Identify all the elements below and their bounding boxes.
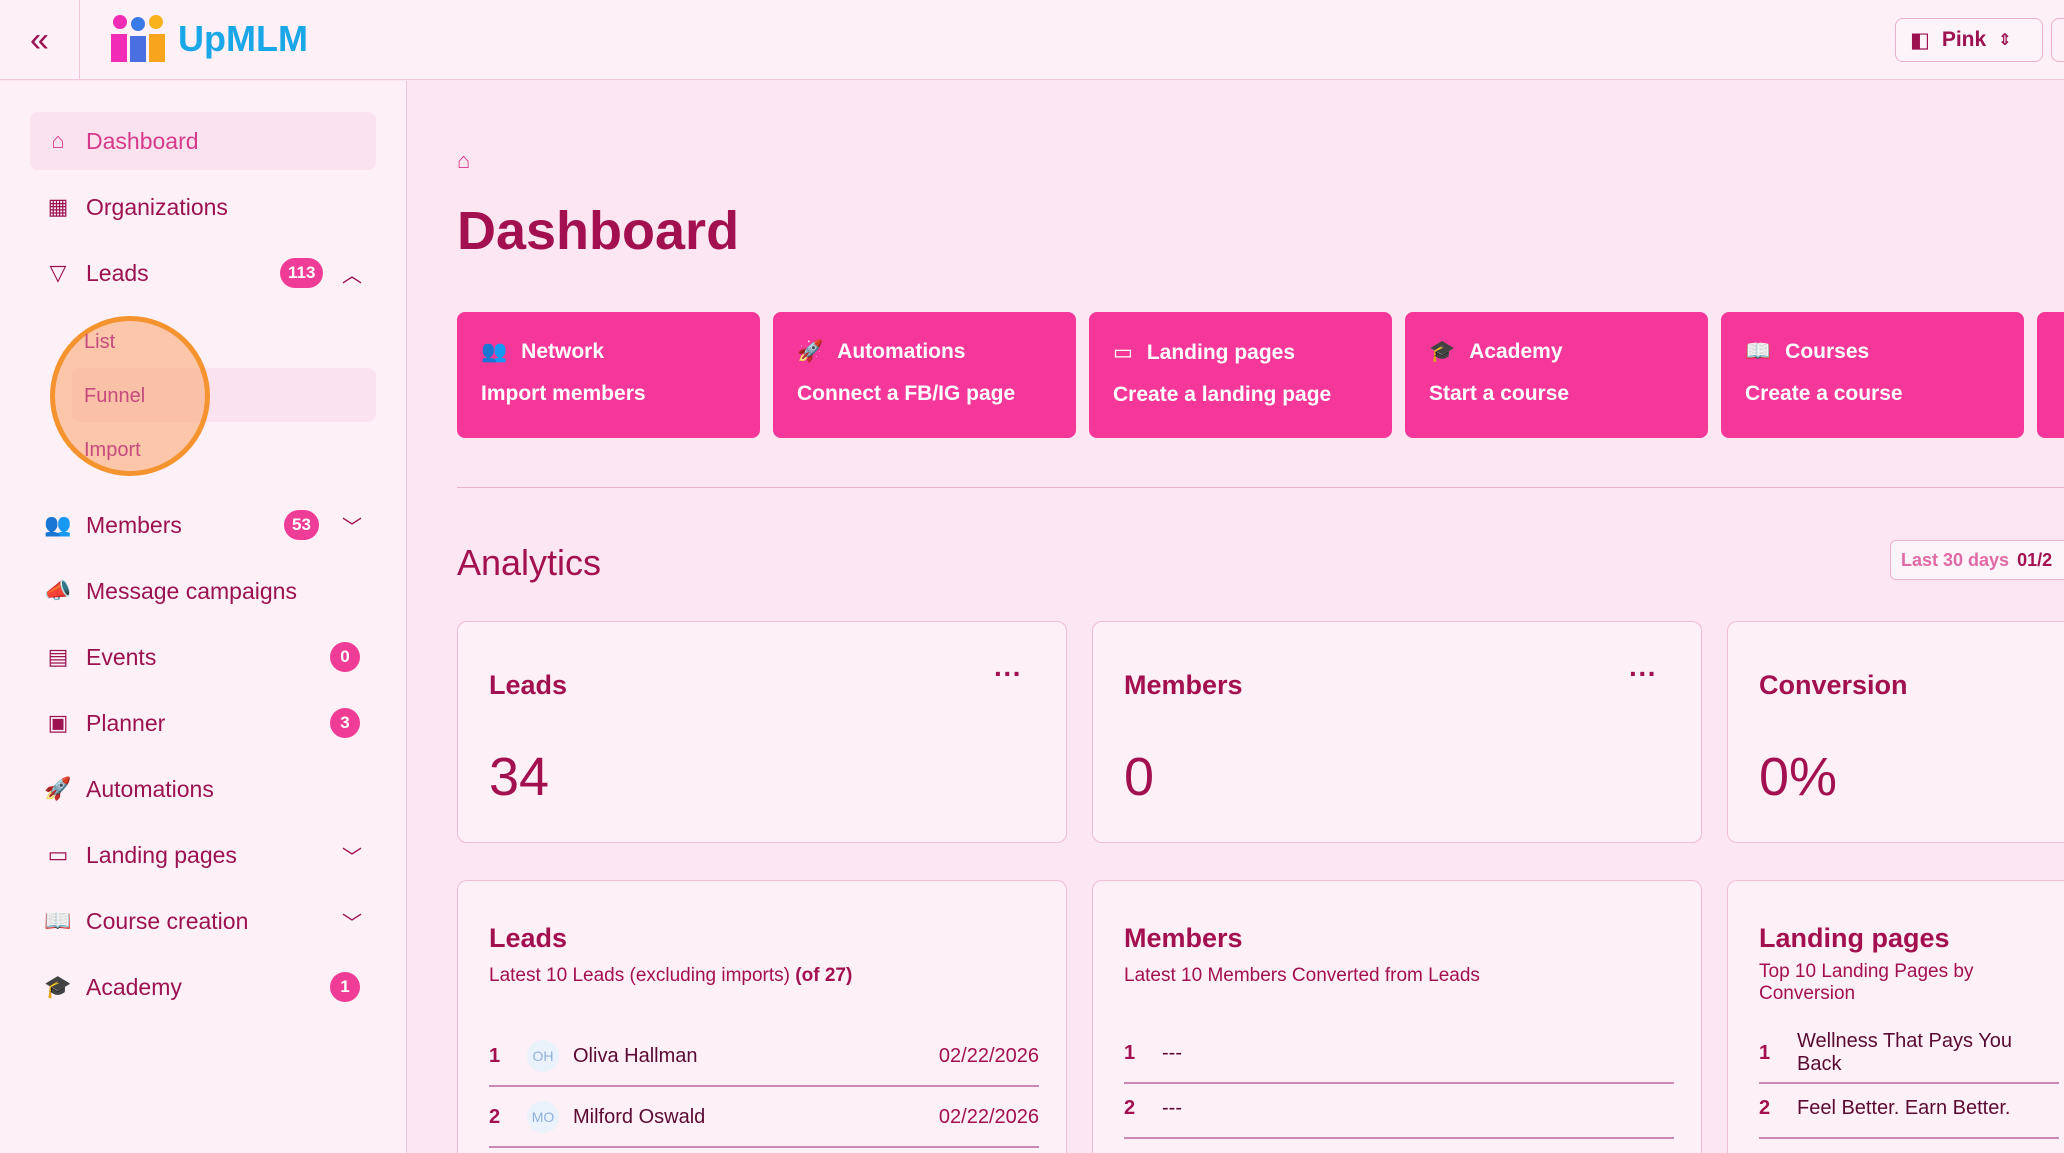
graduation-cap-icon: 🎓 xyxy=(44,974,72,999)
events-badge: 0 xyxy=(330,642,360,672)
book-icon: 📖 xyxy=(1745,340,1772,363)
chevron-down-icon[interactable]: ﹀ xyxy=(342,516,362,539)
avatar: MO xyxy=(527,1101,559,1133)
stat-card-leads: Leads ··· 34 xyxy=(457,621,1067,843)
sidebar-item-planner[interactable]: ▣ Planner 3 xyxy=(30,694,376,752)
calendar-icon: ▤ xyxy=(47,644,69,669)
monitor-icon: ▭ xyxy=(1113,341,1133,364)
palette-icon: ◧ xyxy=(1910,28,1930,52)
sidebar-item-dashboard[interactable]: ⌂ Dashboard xyxy=(30,112,376,170)
sidebar-item-message-campaigns[interactable]: 📣 Message campaigns xyxy=(44,577,297,604)
collapse-sidebar-button[interactable]: « xyxy=(0,0,80,80)
top-landing-pages-card: Landing pages Top 10 Landing Pages by Co… xyxy=(1727,880,2064,1153)
latest-leads-card: Leads Latest 10 Leads (excluding imports… xyxy=(457,880,1067,1153)
academy-badge: 1 xyxy=(330,972,360,1002)
sidebar-item-course-creation[interactable]: 📖 Course creation ﹀ xyxy=(44,907,362,935)
latest-members-card: Members Latest 10 Members Converted from… xyxy=(1092,880,1702,1153)
clipboard-icon: ▣ xyxy=(47,710,69,735)
action-more[interactable] xyxy=(2037,312,2064,438)
sidebar-item-automations[interactable]: 🚀 Automations xyxy=(44,775,214,802)
sidebar-item-organizations[interactable]: ▦ Organizations xyxy=(30,178,376,236)
funnel-icon: ▽ xyxy=(49,260,67,285)
logo[interactable]: UpMLM xyxy=(108,14,308,64)
table-row: 1 --- xyxy=(1124,1024,1674,1084)
stat-card-members: Members ··· 0 xyxy=(1092,621,1702,843)
action-courses[interactable]: 📖 Courses Create a course xyxy=(1721,312,2024,438)
graduation-cap-icon: 🎓 xyxy=(1429,340,1456,363)
building-icon: ▦ xyxy=(47,194,69,219)
chevron-down-icon[interactable]: ﹀ xyxy=(342,912,362,935)
analytics-title: Analytics xyxy=(457,542,602,583)
megaphone-icon: 📣 xyxy=(44,578,72,603)
members-badge: 53 xyxy=(284,510,319,540)
table-row: 2 --- xyxy=(1124,1079,1674,1139)
logo-icon xyxy=(111,15,165,62)
sidebar-item-events[interactable]: ▤ Events 0 xyxy=(30,628,376,686)
table-row[interactable]: 1 Wellness That Pays You Back xyxy=(1759,1024,2059,1084)
table-row[interactable]: 2 Feel Better. Earn Better. xyxy=(1759,1079,2059,1139)
sidebar-subitem-list[interactable]: List xyxy=(84,331,116,353)
sidebar-item-leads[interactable]: ▽ Leads 113 ︿ xyxy=(30,244,376,302)
sidebar-item-landing-pages[interactable]: ▭ Landing pages ﹀ xyxy=(30,826,376,884)
sidebar-item-members[interactable]: 👥 Members 53 ﹀ xyxy=(44,510,362,540)
users-icon: 👥 xyxy=(481,340,508,363)
more-icon[interactable]: ··· xyxy=(1629,658,1657,689)
leads-badge: 113 xyxy=(280,258,324,288)
action-academy[interactable]: 🎓 Academy Start a course xyxy=(1405,312,1708,438)
date-range-picker[interactable]: Last 30 days 01/2 xyxy=(1890,540,2064,580)
avatar: OH xyxy=(527,1040,559,1072)
rocket-icon: 🚀 xyxy=(797,340,824,363)
home-icon: ⌂ xyxy=(51,128,65,153)
top-header: « UpMLM ◧ Pink ⇕ xyxy=(0,0,2064,80)
book-icon: 📖 xyxy=(44,908,72,933)
header-button[interactable] xyxy=(2051,18,2064,62)
theme-select[interactable]: ◧ Pink ⇕ xyxy=(1895,18,2043,62)
planner-badge: 3 xyxy=(330,708,360,738)
more-icon[interactable]: ··· xyxy=(994,658,1022,689)
rocket-icon: 🚀 xyxy=(44,776,72,801)
double-chevron-left-icon: « xyxy=(30,20,49,59)
table-row[interactable]: 1 OH Oliva Hallman 02/22/2026 xyxy=(489,1027,1039,1087)
table-row[interactable]: 2 MO Milford Oswald 02/22/2026 xyxy=(489,1088,1039,1148)
sidebar-item-academy[interactable]: 🎓 Academy 1 xyxy=(30,958,376,1016)
users-icon: 👥 xyxy=(44,512,72,537)
action-automations[interactable]: 🚀 Automations Connect a FB/IG page xyxy=(773,312,1076,438)
action-landing-pages[interactable]: ▭ Landing pages Create a landing page xyxy=(1089,312,1392,438)
chevron-up-icon[interactable]: ︿ xyxy=(342,264,362,287)
chevron-up-down-icon: ⇕ xyxy=(1998,32,2012,49)
stat-card-conversion: Conversion 0% xyxy=(1727,621,2064,843)
page-title: Dashboard xyxy=(457,201,740,261)
sidebar-subitem-import[interactable]: Import xyxy=(84,439,141,461)
action-network[interactable]: 👥 Network Import members xyxy=(457,312,760,438)
sidebar-subitem-funnel[interactable]: Funnel xyxy=(84,385,146,407)
breadcrumb-home-icon[interactable]: ⌂ xyxy=(457,148,471,173)
chevron-down-icon[interactable]: ﹀ xyxy=(342,846,362,869)
divider xyxy=(457,487,2064,488)
monitor-icon: ▭ xyxy=(47,842,69,867)
